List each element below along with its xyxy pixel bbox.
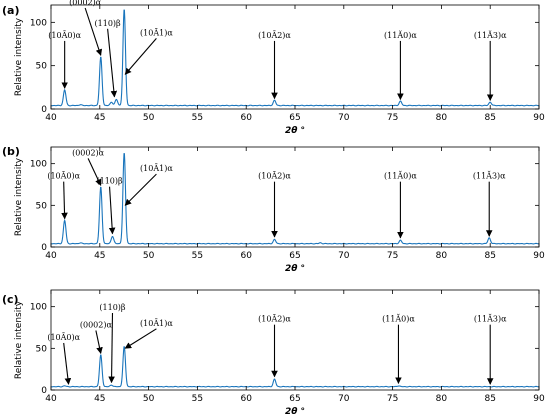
peak-annotation-label: (10Ā2)α [258, 172, 291, 181]
peak-annotation-label: (10Ā1)α [140, 164, 173, 173]
x-tick-label: 70 [338, 394, 350, 404]
x-tick-label: 55 [192, 394, 203, 404]
x-tick-label: 90 [533, 251, 545, 261]
annotation-arrow [108, 312, 115, 384]
x-tick-label: 80 [436, 394, 448, 404]
peak-annotation-label: (110)β [96, 177, 123, 186]
x-tick-label: 75 [387, 394, 398, 404]
x-tick-label: 60 [240, 251, 252, 261]
annotation-arrow [124, 173, 157, 206]
peak-annotation-label: (10Ā2)α [258, 31, 291, 40]
x-tick-label: 40 [45, 394, 57, 404]
peak-annotation-label: (10Ā1)α [140, 319, 173, 328]
peak-annotation-label: (0002)α [80, 321, 113, 330]
panel-label: (a) [2, 4, 19, 17]
x-tick-label: 40 [45, 251, 57, 261]
annotation-arrow [84, 7, 103, 56]
x-tick-label: 80 [436, 113, 448, 123]
y-axis-label: Relative intensity [14, 17, 24, 96]
y-axis-label: Relative intensity [14, 300, 24, 379]
x-tick-label: 55 [192, 113, 203, 123]
plot-frame [50, 146, 540, 248]
x-tick-label: 60 [240, 394, 252, 404]
peak-annotation-label: (110)β [99, 303, 126, 312]
x-axis-label: 2θ ° [285, 264, 305, 274]
y-tick-label: 100 [30, 18, 47, 28]
peak-annotation-label: (10Ā1)α [140, 28, 173, 37]
peak-annotation-label: (10Ā0)α [48, 31, 81, 40]
annotation-arrow [95, 330, 103, 354]
x-axis-label: 2θ ° [285, 126, 305, 136]
x-tick-label: 80 [436, 251, 448, 261]
peak-annotation-label: (11Ă3)α [474, 315, 507, 324]
peak-annotation-label: (10Ā0)α [47, 333, 80, 342]
x-tick-label: 45 [94, 251, 105, 261]
annotation-arrow [63, 342, 72, 385]
peak-annotation-label: (11Ă3)α [473, 172, 506, 181]
x-tick-label: 65 [289, 251, 300, 261]
peak-annotation-label: (11Ă0)α [382, 315, 415, 324]
peak-annotation-label: (110)β [95, 19, 122, 28]
x-tick-label: 90 [533, 113, 545, 123]
panel-label: (c) [2, 293, 19, 306]
y-axis-label: Relative intensity [14, 157, 24, 236]
x-tick-label: 50 [143, 113, 155, 123]
x-tick-label: 85 [484, 113, 495, 123]
peak-annotation-label: (10Ā2)α [258, 315, 291, 324]
panel-2: (b) 40 45 50 55 60 65 70 75 80 85 90 0 50 100 Relative … [2, 145, 545, 274]
x-tick-label: 70 [338, 113, 350, 123]
y-tick-label: 50 [36, 201, 48, 211]
panel-label: (b) [2, 145, 20, 158]
annotation-arrow [124, 37, 157, 75]
peak-annotation-label: (11Ă0)α [384, 31, 417, 40]
peak-annotation-label: (10Ā0)α [47, 172, 80, 181]
x-tick-label: 50 [143, 394, 155, 404]
spectrum-line [50, 9, 540, 107]
spectrum-line [50, 153, 540, 245]
y-tick-label: 50 [36, 62, 48, 72]
peak-annotation-label: (11Ă3)α [474, 31, 507, 40]
y-tick-label: 0 [41, 105, 47, 115]
peak-annotation-label: (0002)α [72, 148, 105, 157]
y-tick-label: 100 [30, 303, 47, 313]
x-tick-label: 85 [484, 394, 495, 404]
x-tick-label: 50 [143, 251, 155, 261]
x-tick-label: 75 [387, 251, 398, 261]
x-tick-label: 65 [289, 113, 300, 123]
peak-annotation-label: (0002)α [69, 0, 102, 7]
x-tick-label: 75 [387, 113, 398, 123]
panel-1: (a) 40 45 50 55 60 65 70 75 80 85 90 0 50 100 Relative … [2, 0, 545, 136]
x-tick-label: 55 [192, 251, 203, 261]
x-axis-label: 2θ ° [285, 407, 305, 417]
spectrum-line [50, 346, 540, 388]
x-tick-label: 70 [338, 251, 350, 261]
plot-frame [50, 4, 540, 110]
y-tick-label: 100 [30, 160, 47, 170]
x-tick-label: 40 [45, 113, 57, 123]
x-tick-label: 60 [240, 113, 252, 123]
y-tick-label: 50 [36, 344, 48, 354]
x-tick-label: 45 [94, 394, 105, 404]
panel-3: (c) 40 45 50 55 60 65 70 75 80 85 90 0 50 100 Relative … [2, 289, 545, 417]
annotation-arrow [108, 186, 116, 235]
x-tick-label: 65 [289, 394, 300, 404]
x-tick-label: 85 [484, 251, 495, 261]
annotation-arrow [61, 181, 68, 220]
x-tick-label: 45 [94, 113, 105, 123]
y-tick-label: 0 [41, 386, 47, 396]
annotation-arrow [107, 28, 118, 98]
annotation-arrow [124, 328, 157, 349]
annotation-arrow [87, 158, 102, 186]
peak-annotation-label: (11Ă0)α [384, 172, 417, 181]
y-tick-label: 0 [41, 243, 47, 253]
x-tick-label: 90 [533, 394, 545, 404]
